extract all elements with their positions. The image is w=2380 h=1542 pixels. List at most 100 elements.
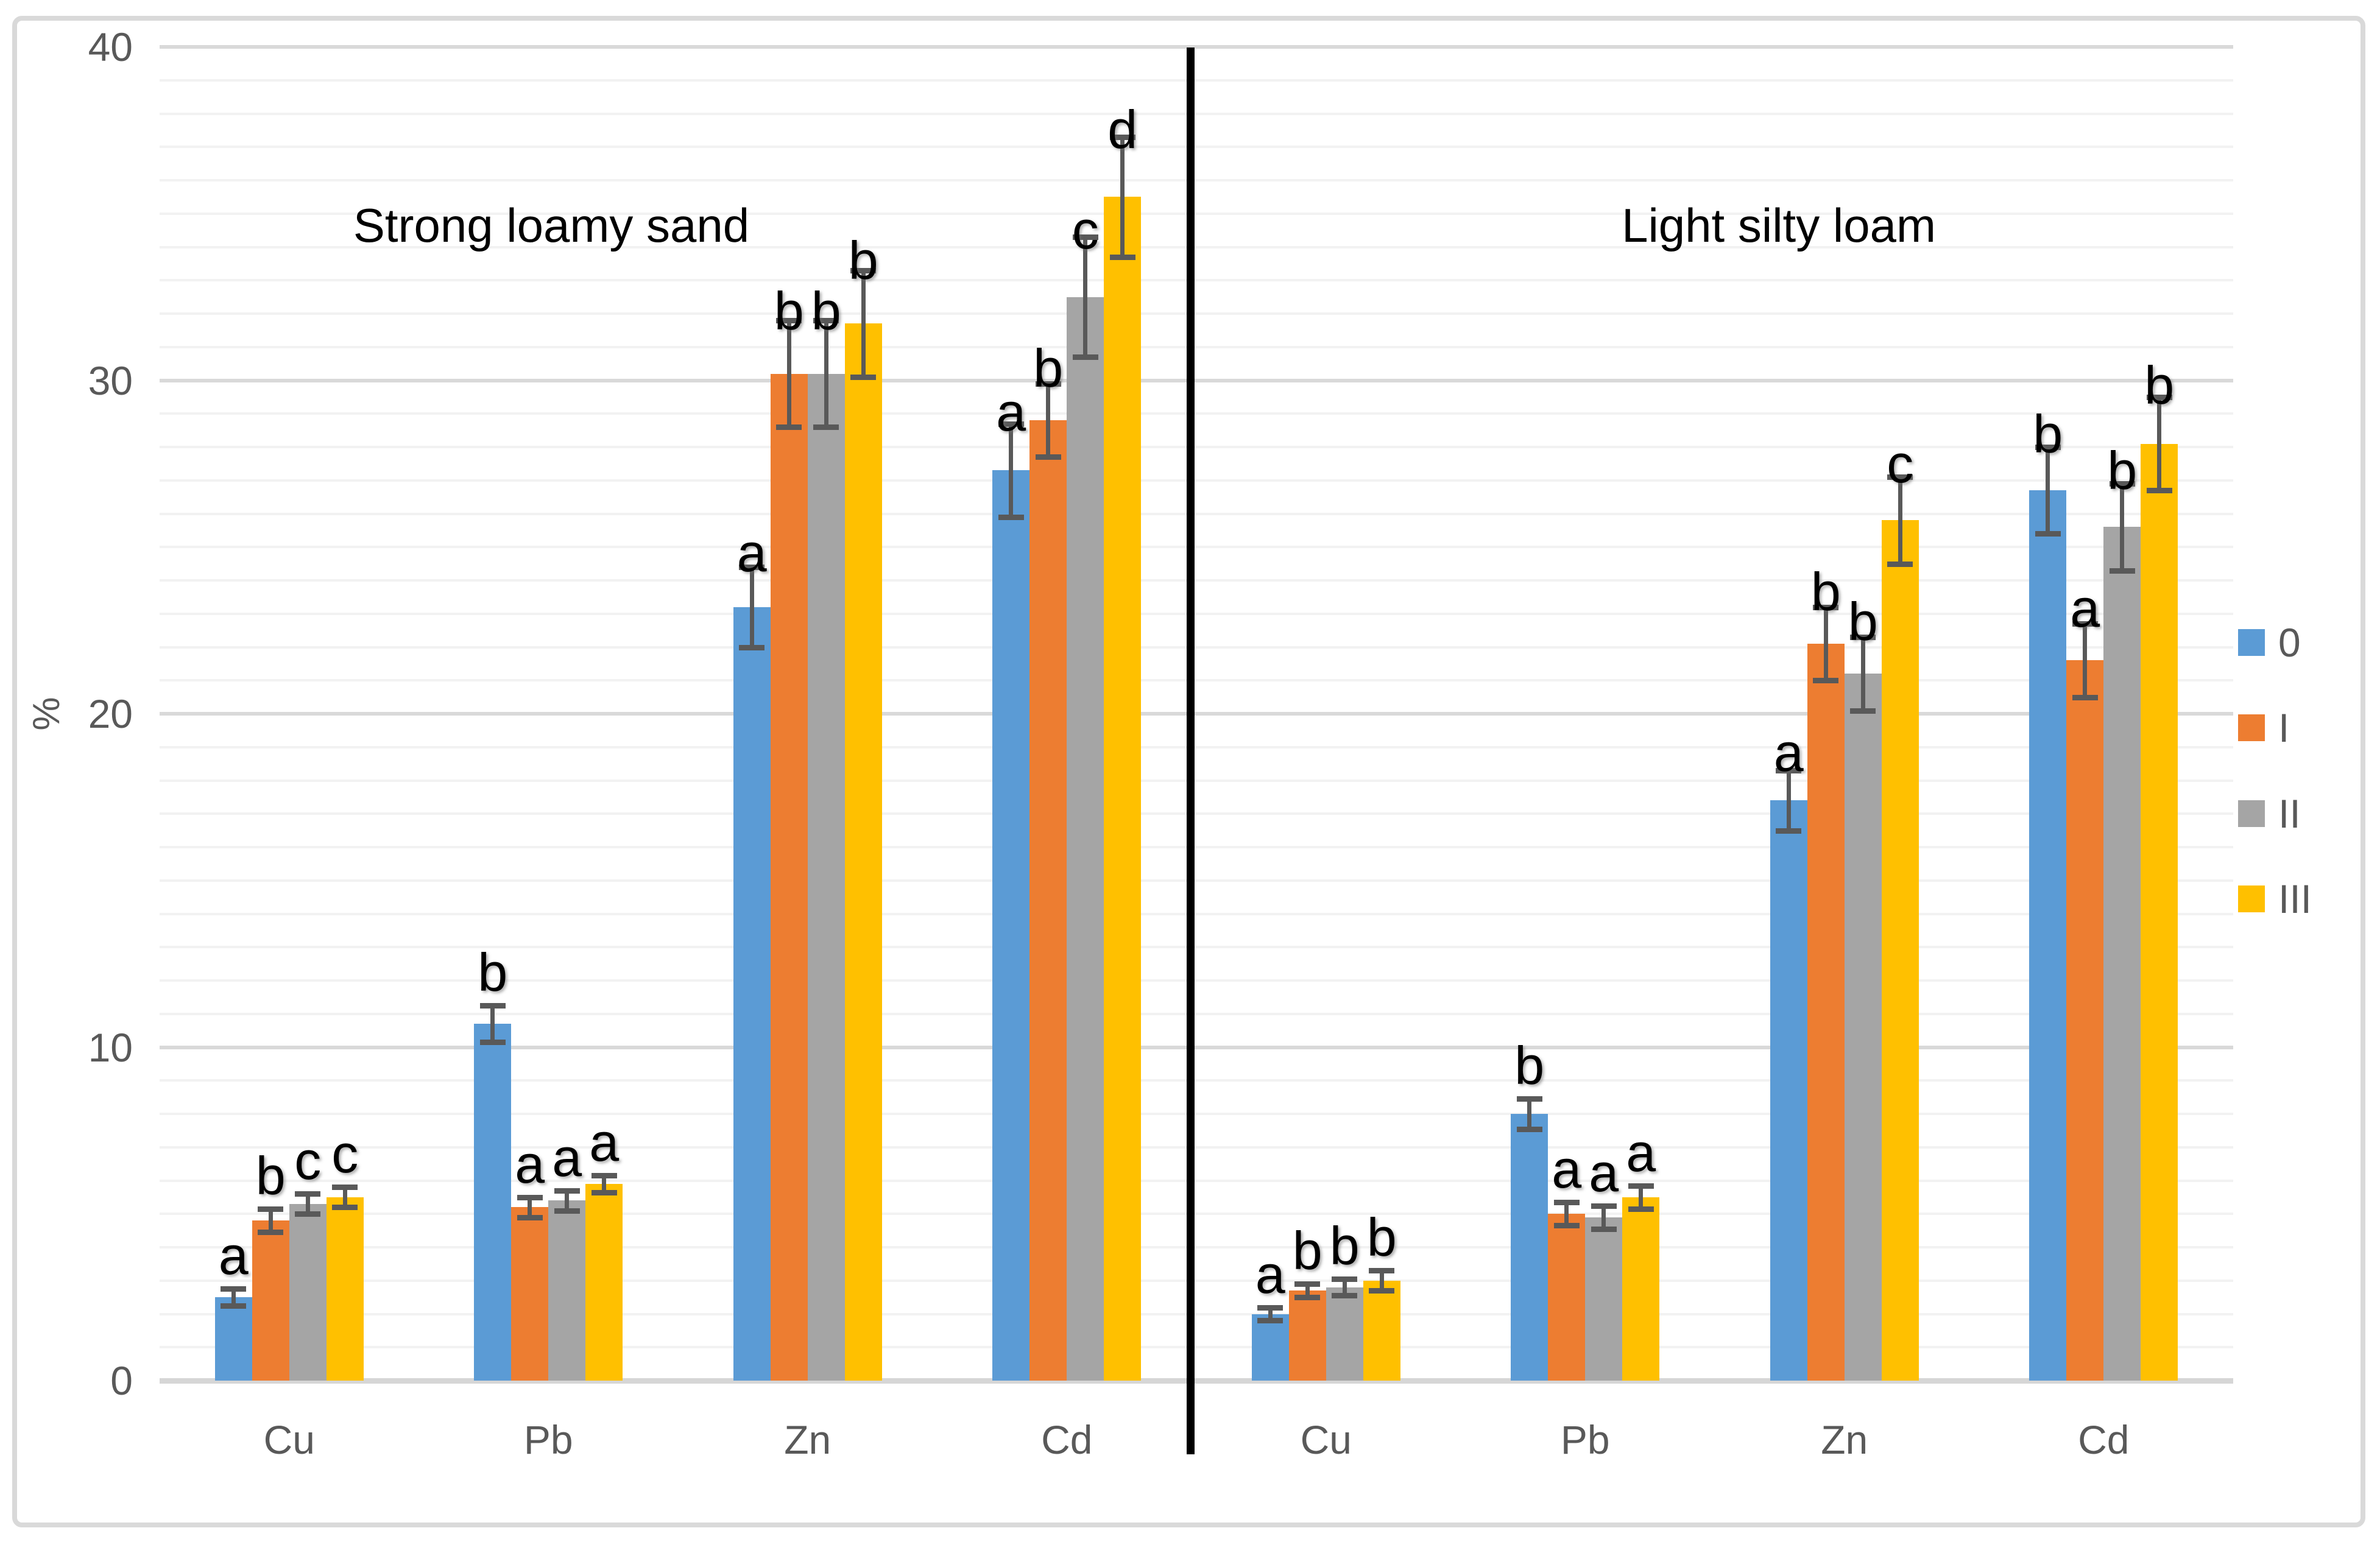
- bar-light-Cd-0: [2029, 490, 2067, 1381]
- gridline: [160, 1279, 2233, 1282]
- significance-letter: c: [1887, 434, 1914, 495]
- y-tick-label: 30: [88, 357, 133, 403]
- figure-border: [12, 16, 2365, 1527]
- gridline: [160, 179, 2233, 181]
- error-bar-cap-top: [221, 1286, 247, 1292]
- error-bar: [2046, 447, 2050, 534]
- error-bar: [1527, 1099, 1532, 1129]
- gridline: [160, 146, 2233, 149]
- significance-letter: a: [996, 381, 1026, 442]
- error-bar-cap-bottom: [1369, 1288, 1395, 1294]
- error-bar-cap-top: [1628, 1183, 1654, 1189]
- gridline: [160, 45, 2233, 49]
- error-bar-cap-top: [517, 1194, 543, 1200]
- error-bar: [861, 270, 866, 377]
- significance-letter: c: [1072, 199, 1099, 260]
- error-bar-cap-top: [554, 1188, 580, 1194]
- error-bar: [786, 320, 791, 428]
- gridline: [160, 279, 2233, 282]
- significance-letter: b: [848, 230, 878, 291]
- error-bar-cap-top: [1257, 1304, 1284, 1311]
- error-bar-cap-bottom: [221, 1303, 247, 1309]
- x-category-label: Cd: [1041, 1417, 1093, 1462]
- error-bar-cap-bottom: [479, 1040, 506, 1046]
- error-bar-cap-top: [1776, 768, 1802, 774]
- error-bar-cap-bottom: [1516, 1126, 1542, 1132]
- gridline: [160, 345, 2233, 348]
- error-bar-cap-bottom: [1776, 828, 1802, 834]
- error-bar-cap-top: [1035, 381, 1061, 387]
- gridline: [160, 779, 2233, 782]
- bar-light-Zn-II: [1844, 674, 1882, 1381]
- error-bar-cap-top: [1850, 635, 1876, 641]
- error-bar-cap-top: [258, 1206, 284, 1213]
- significance-letter: a: [1255, 1244, 1285, 1304]
- significance-letter: b: [1514, 1035, 1545, 1096]
- error-bar-cap-bottom: [1294, 1295, 1321, 1301]
- gridline: [160, 546, 2233, 549]
- error-bar: [1046, 383, 1051, 457]
- legend-swatch-II: [2238, 800, 2265, 827]
- bar-light-Zn-III: [1881, 520, 1919, 1381]
- gridline: [160, 979, 2233, 982]
- significance-letter: a: [2070, 578, 2100, 639]
- significance-letter: b: [811, 280, 841, 341]
- gridline: [160, 646, 2233, 649]
- bar-light-Cu-0: [1251, 1314, 1289, 1381]
- error-bar: [1342, 1279, 1347, 1296]
- gridline: [160, 846, 2233, 848]
- error-bar-cap-bottom: [2035, 531, 2061, 537]
- error-bar-cap-bottom: [776, 424, 802, 431]
- error-bar: [342, 1187, 347, 1208]
- gridline: [160, 312, 2233, 315]
- gridline: [160, 245, 2233, 248]
- bar-light-Cd-I: [2066, 660, 2104, 1381]
- legend-label-II: II: [2278, 790, 2301, 836]
- error-bar-cap-top: [998, 421, 1024, 427]
- error-bar: [749, 567, 754, 647]
- bar-light-Pb-II: [1585, 1217, 1623, 1381]
- error-bar: [231, 1289, 236, 1306]
- bar-light-Cu-III: [1363, 1280, 1400, 1381]
- error-bar-cap-top: [1516, 1096, 1542, 1102]
- x-category-label: Cu: [263, 1417, 315, 1462]
- gridline: [160, 446, 2233, 448]
- gridline: [160, 1246, 2233, 1248]
- error-bar-cap-top: [479, 1003, 506, 1009]
- significance-letter: b: [255, 1146, 286, 1206]
- error-bar-cap-bottom: [1035, 454, 1061, 460]
- bar-strong-Pb-I: [511, 1207, 549, 1381]
- gridline: [160, 1346, 2233, 1349]
- y-tick-label: 0: [110, 1358, 133, 1403]
- error-bar-cap-top: [1294, 1281, 1321, 1287]
- significance-letter: a: [1589, 1142, 1619, 1203]
- y-tick-label: 40: [88, 24, 133, 69]
- gridline: [160, 512, 2233, 515]
- error-bar: [1009, 423, 1014, 517]
- error-bar-cap-bottom: [258, 1230, 284, 1236]
- bar-light-Pb-I: [1548, 1214, 1586, 1381]
- x-category-label: Pb: [523, 1417, 573, 1462]
- significance-letter: c: [331, 1124, 359, 1185]
- gridline: [160, 879, 2233, 882]
- error-bar-cap-bottom: [295, 1211, 321, 1217]
- error-bar: [1898, 477, 1902, 564]
- error-bar-cap-top: [1369, 1268, 1395, 1274]
- error-bar-cap-bottom: [1628, 1206, 1654, 1213]
- bar-strong-Pb-II: [548, 1200, 586, 1381]
- error-bar-cap-bottom: [1332, 1293, 1358, 1299]
- error-bar-cap-top: [776, 317, 802, 323]
- gridline: [160, 1045, 2233, 1049]
- bar-light-Cd-II: [2103, 527, 2141, 1381]
- error-bar-cap-bottom: [2146, 488, 2172, 494]
- error-bar-cap-bottom: [1257, 1318, 1284, 1324]
- bar-light-Cd-III: [2141, 443, 2178, 1381]
- error-bar-cap-bottom: [517, 1214, 543, 1220]
- legend-swatch-0: [2238, 629, 2265, 656]
- error-bar-cap-bottom: [2072, 694, 2098, 700]
- error-bar: [1379, 1270, 1384, 1291]
- gridline: [160, 479, 2233, 482]
- bar-strong-Pb-0: [474, 1024, 512, 1381]
- gridline: [160, 912, 2233, 915]
